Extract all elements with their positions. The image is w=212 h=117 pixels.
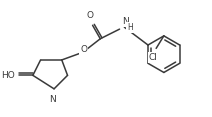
Text: N: N — [123, 17, 129, 26]
Text: Cl: Cl — [149, 53, 158, 62]
Text: HO: HO — [1, 71, 15, 80]
Text: N: N — [49, 95, 56, 104]
Text: O: O — [80, 45, 87, 54]
Text: H: H — [127, 23, 133, 32]
Text: O: O — [86, 11, 93, 20]
